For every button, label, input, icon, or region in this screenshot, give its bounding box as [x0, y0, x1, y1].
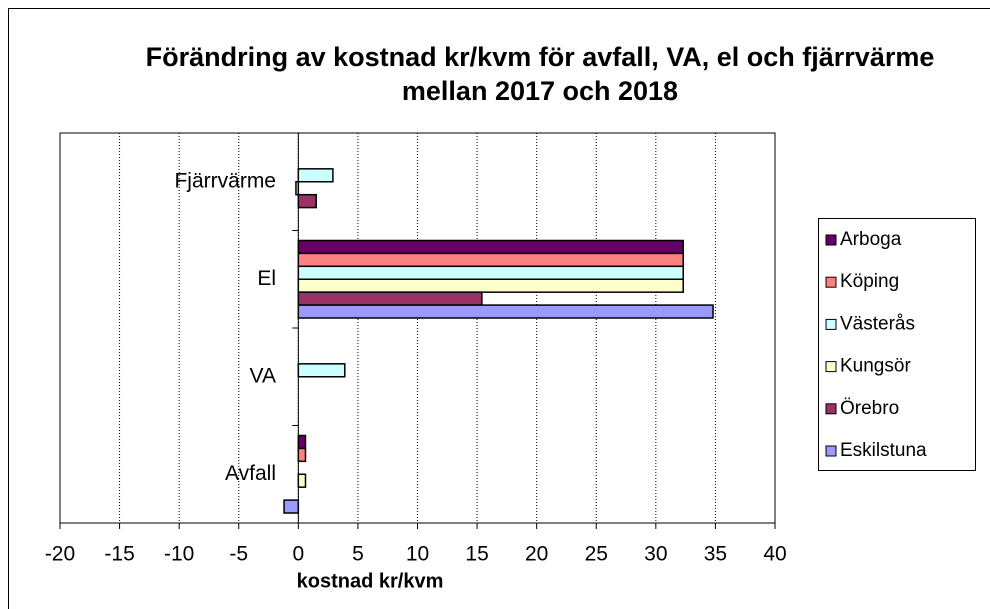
bar: [297, 291, 483, 306]
bar: [297, 434, 307, 450]
x-tick-label: 15: [465, 543, 488, 566]
x-tick-label: -5: [229, 543, 248, 566]
legend-swatch: [825, 318, 837, 330]
legend-label: Kungsör: [840, 356, 911, 377]
bar: [297, 193, 317, 209]
x-tick-label: 20: [525, 543, 548, 566]
y-tick-label: Avfall: [225, 462, 276, 485]
legend-swatch: [825, 276, 837, 288]
bar: [297, 447, 307, 463]
legend-swatch: [825, 234, 837, 246]
legend-label: Eskilstuna: [840, 440, 927, 461]
legend-box: [818, 218, 976, 471]
x-tick-label: 5: [352, 543, 364, 566]
x-tick-label: 40: [763, 543, 786, 566]
chart-title: Förändring av kostnad kr/kvm för avfall,…: [145, 42, 935, 106]
y-tick-label: VA: [250, 364, 276, 387]
bar: [297, 363, 346, 378]
x-tick-label: -15: [104, 543, 134, 566]
bar: [297, 239, 684, 255]
legend-swatch: [825, 403, 837, 415]
y-tick-label: El: [257, 267, 276, 290]
y-tick-label: Fjärrvärme: [174, 169, 276, 192]
x-tick-label: 35: [704, 543, 727, 566]
bar: [297, 252, 684, 268]
legend-label: Arboga: [840, 229, 902, 250]
bar: [283, 499, 300, 514]
bar: [297, 265, 684, 281]
bar: [297, 168, 334, 183]
x-tick-label: 0: [292, 543, 304, 566]
chart-border: [8, 8, 990, 609]
legend-swatch: [825, 445, 837, 457]
legend-label: Västerås: [840, 313, 915, 334]
legend-swatch: [825, 361, 837, 373]
x-tick-label: -20: [45, 543, 75, 566]
x-tick-label: 10: [406, 543, 429, 566]
x-tick-label: 30: [644, 543, 667, 566]
legend-label: Örebro: [840, 398, 899, 419]
bar: [297, 304, 714, 319]
x-tick-label: -10: [164, 543, 194, 566]
bar: [297, 473, 307, 488]
legend-label: Köping: [840, 271, 899, 292]
x-axis-label: kostnad kr/kvm: [297, 570, 444, 592]
bar: [297, 278, 684, 293]
x-tick-label: 25: [585, 543, 608, 566]
